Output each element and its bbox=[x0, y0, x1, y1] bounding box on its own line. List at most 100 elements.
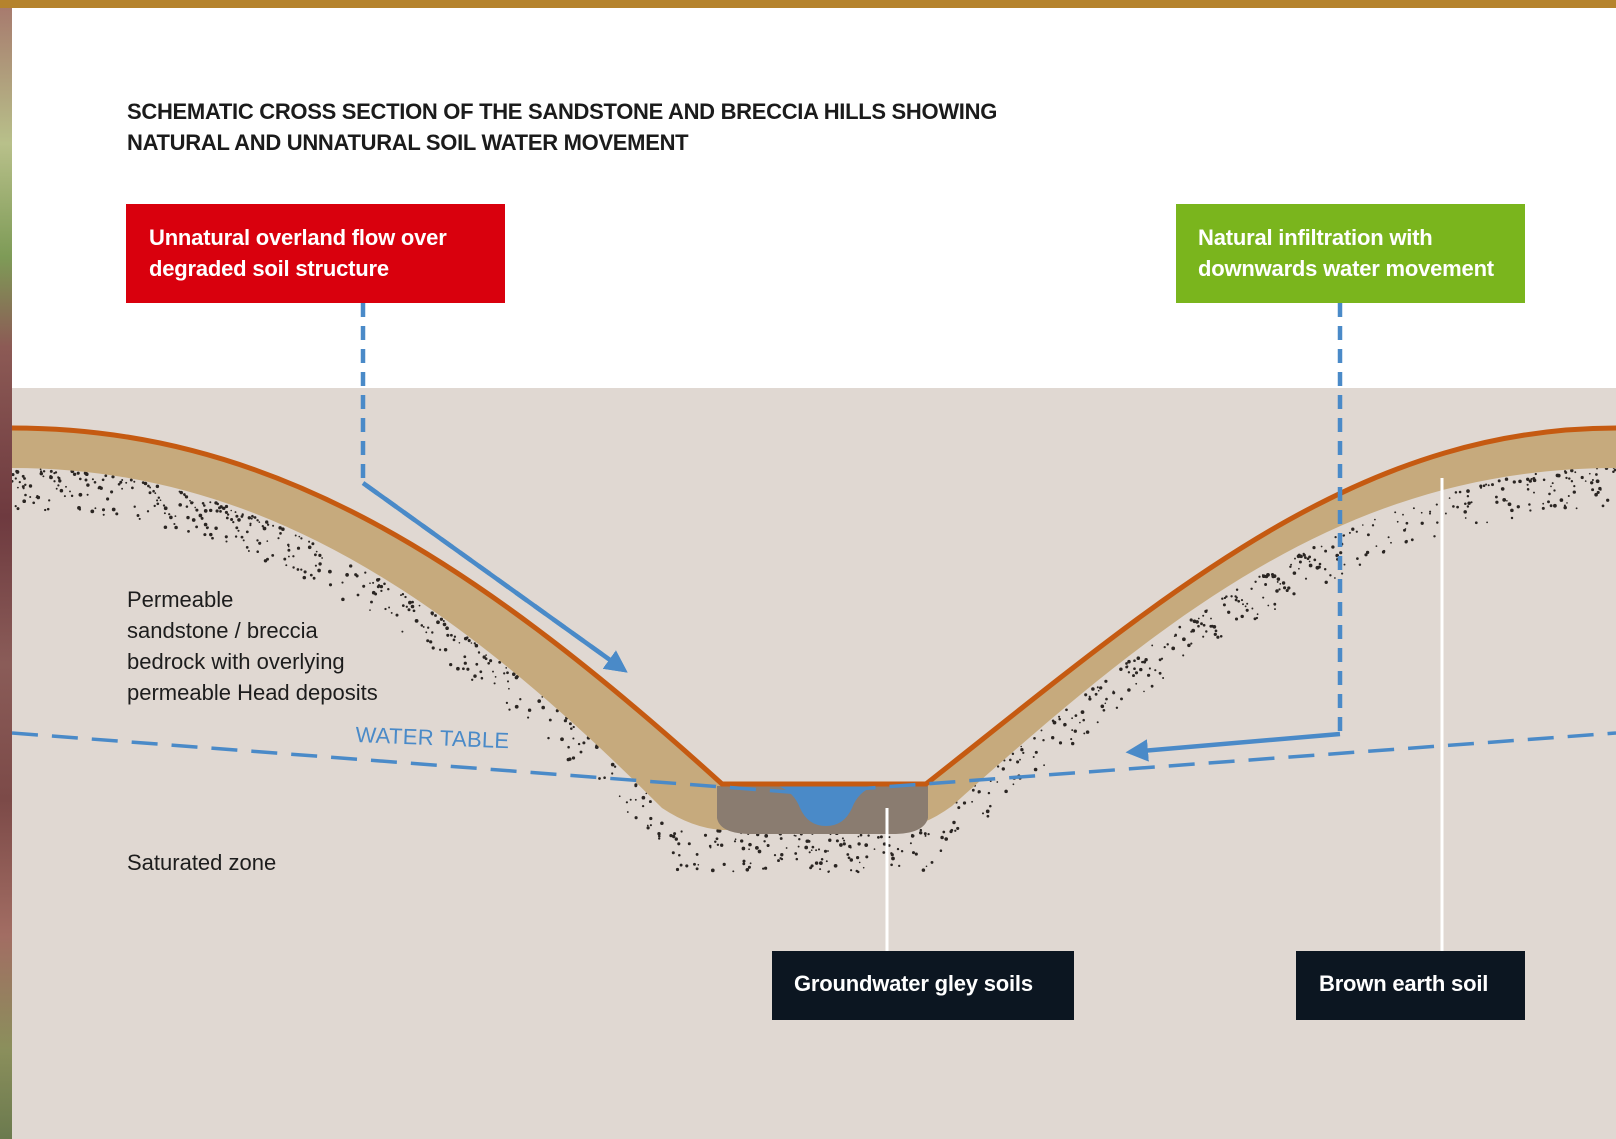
stipple-dot bbox=[1020, 745, 1022, 748]
stipple-dot bbox=[1573, 485, 1576, 488]
stipple-dot bbox=[745, 868, 750, 872]
stipple-dot bbox=[877, 836, 880, 839]
stipple-dot bbox=[1343, 563, 1346, 566]
stipple-dot bbox=[1254, 580, 1257, 583]
stipple-dot bbox=[237, 529, 240, 532]
stipple-dot bbox=[1306, 557, 1310, 561]
stipple-dot bbox=[390, 611, 393, 614]
stipple-dot bbox=[494, 676, 497, 678]
stipple-dot bbox=[1125, 662, 1128, 665]
stipple-dot bbox=[1127, 688, 1131, 692]
stipple-dot bbox=[14, 477, 17, 480]
stipple-dot bbox=[669, 833, 673, 838]
stipple-dot bbox=[36, 496, 40, 500]
stipple-dot bbox=[677, 842, 681, 846]
stipple-dot bbox=[1542, 502, 1545, 505]
stipple-dot bbox=[201, 501, 205, 505]
stipple-dot bbox=[42, 475, 45, 478]
stipple-dot bbox=[842, 842, 846, 846]
stipple-dot bbox=[453, 635, 457, 638]
natural-infiltration-label-box: Natural infiltration with downwards wate… bbox=[1176, 204, 1525, 303]
stipple-dot bbox=[1334, 535, 1337, 539]
stipple-dot bbox=[429, 640, 433, 644]
stipple-dot bbox=[57, 476, 61, 480]
stipple-dot bbox=[354, 573, 358, 577]
stipple-dot bbox=[625, 801, 629, 804]
stipple-dot bbox=[911, 851, 916, 855]
stipple-dot bbox=[764, 834, 769, 838]
stipple-dot bbox=[807, 840, 811, 843]
stipple-dot bbox=[163, 525, 168, 530]
stipple-dot bbox=[685, 864, 689, 868]
stipple-dot bbox=[1339, 551, 1343, 555]
stipple-dot bbox=[1387, 536, 1390, 539]
stipple-dot bbox=[436, 620, 440, 625]
stipple-dot bbox=[1085, 730, 1090, 734]
stipple-dot bbox=[376, 585, 380, 589]
stipple-dot bbox=[458, 641, 461, 644]
stipple-dot bbox=[835, 839, 839, 843]
stipple-dot bbox=[1175, 634, 1177, 637]
stipple-dot bbox=[646, 826, 650, 830]
stipple-dot bbox=[1009, 758, 1012, 762]
stipple-dot bbox=[1255, 616, 1259, 620]
gley-soils-label-box: Groundwater gley soils bbox=[772, 951, 1074, 1020]
stipple-dot bbox=[1120, 697, 1123, 701]
stipple-dot bbox=[466, 667, 470, 671]
stipple-dot bbox=[1298, 560, 1302, 564]
stipple-dot bbox=[462, 667, 465, 671]
stipple-dot bbox=[1596, 490, 1600, 494]
stipple-dot bbox=[247, 550, 250, 552]
stipple-dot bbox=[169, 515, 173, 520]
stipple-dot bbox=[1096, 686, 1099, 689]
stipple-dot bbox=[1227, 610, 1231, 614]
stipple-dot bbox=[387, 587, 390, 591]
stipple-dot bbox=[811, 845, 815, 849]
stipple-dot bbox=[1154, 669, 1157, 672]
stipple-dot bbox=[1420, 521, 1424, 525]
stipple-dot bbox=[65, 485, 67, 488]
stipple-dot bbox=[24, 493, 27, 497]
stipple-dot bbox=[1553, 489, 1556, 492]
stipple-dot bbox=[1040, 729, 1043, 732]
natural-infiltration-label-line-2: downwards water movement bbox=[1198, 256, 1494, 281]
stipple-dot bbox=[1004, 789, 1008, 794]
stipple-dot bbox=[641, 804, 645, 808]
stipple-dot bbox=[1250, 587, 1253, 590]
stipple-dot bbox=[434, 614, 437, 617]
stipple-dot bbox=[634, 798, 637, 801]
stipple-dot bbox=[879, 835, 883, 839]
stipple-dot bbox=[58, 479, 62, 483]
stipple-dot bbox=[962, 801, 967, 805]
stipple-dot bbox=[568, 722, 572, 726]
stipple-dot bbox=[506, 671, 509, 675]
stipple-dot bbox=[1126, 665, 1129, 668]
stipple-dot bbox=[971, 800, 974, 803]
stipple-dot bbox=[780, 853, 784, 857]
soil-layer bbox=[12, 428, 1616, 830]
stipple-dot bbox=[1595, 479, 1600, 484]
stipple-dot bbox=[537, 699, 542, 703]
stipple-dot bbox=[797, 845, 800, 848]
stipple-dot bbox=[748, 848, 750, 851]
stipple-dot bbox=[442, 622, 447, 627]
stipple-dot bbox=[1091, 687, 1095, 691]
stipple-dot bbox=[888, 836, 891, 839]
stipple-dot bbox=[1355, 530, 1358, 533]
stipple-dot bbox=[856, 870, 860, 874]
stipple-dot bbox=[1348, 531, 1351, 534]
stipple-dot bbox=[867, 834, 870, 837]
stipple-dot bbox=[70, 494, 74, 498]
stipple-dot bbox=[215, 509, 219, 513]
stipple-dot bbox=[1019, 758, 1021, 761]
stipple-dot bbox=[506, 680, 510, 683]
stipple-dot bbox=[470, 642, 473, 644]
stipple-dot bbox=[1467, 501, 1471, 505]
stipple-dot bbox=[266, 523, 270, 526]
stipple-dot bbox=[1390, 541, 1392, 544]
stipple-dot bbox=[1464, 517, 1467, 519]
stipple-dot bbox=[859, 833, 863, 837]
stipple-dot bbox=[695, 852, 699, 856]
stipple-dot bbox=[131, 486, 134, 490]
stipple-dot bbox=[1595, 473, 1598, 476]
